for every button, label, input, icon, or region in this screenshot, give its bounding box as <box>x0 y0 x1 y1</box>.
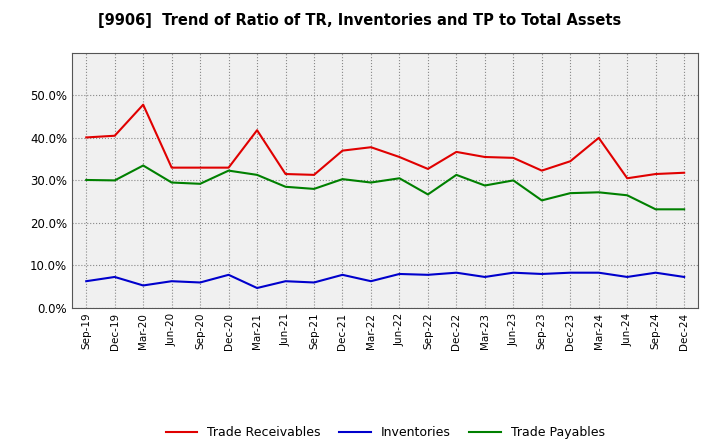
Trade Payables <box>310 186 318 191</box>
Trade Receivables <box>82 135 91 140</box>
Trade Payables <box>366 180 375 185</box>
Trade Payables <box>82 177 91 183</box>
Trade Payables <box>282 184 290 189</box>
Trade Receivables <box>509 155 518 161</box>
Trade Payables <box>623 193 631 198</box>
Trade Receivables <box>623 176 631 181</box>
Trade Receivables <box>253 128 261 133</box>
Trade Payables <box>509 178 518 183</box>
Trade Receivables <box>167 165 176 170</box>
Trade Payables <box>537 198 546 203</box>
Legend: Trade Receivables, Inventories, Trade Payables: Trade Receivables, Inventories, Trade Pa… <box>161 422 610 440</box>
Trade Payables <box>680 207 688 212</box>
Inventories <box>338 272 347 278</box>
Trade Receivables <box>282 171 290 176</box>
Inventories <box>139 283 148 288</box>
Inventories <box>225 272 233 278</box>
Inventories <box>537 271 546 277</box>
Trade Payables <box>566 191 575 196</box>
Inventories <box>282 279 290 284</box>
Inventories <box>395 271 404 277</box>
Trade Payables <box>652 207 660 212</box>
Trade Receivables <box>423 166 432 172</box>
Inventories <box>680 274 688 279</box>
Trade Payables <box>338 176 347 182</box>
Text: [9906]  Trend of Ratio of TR, Inventories and TP to Total Assets: [9906] Trend of Ratio of TR, Inventories… <box>99 13 621 28</box>
Line: Trade Receivables: Trade Receivables <box>86 105 684 178</box>
Trade Receivables <box>310 172 318 177</box>
Trade Receivables <box>452 149 461 154</box>
Trade Receivables <box>680 170 688 176</box>
Inventories <box>595 270 603 275</box>
Trade Receivables <box>366 145 375 150</box>
Trade Receivables <box>196 165 204 170</box>
Inventories <box>110 274 119 279</box>
Trade Payables <box>395 176 404 181</box>
Trade Receivables <box>395 154 404 160</box>
Line: Inventories: Inventories <box>86 273 684 288</box>
Trade Payables <box>253 172 261 177</box>
Inventories <box>82 279 91 284</box>
Inventories <box>652 270 660 275</box>
Inventories <box>480 274 489 279</box>
Inventories <box>423 272 432 278</box>
Trade Payables <box>110 178 119 183</box>
Trade Receivables <box>225 165 233 170</box>
Trade Payables <box>452 172 461 177</box>
Trade Receivables <box>595 135 603 140</box>
Inventories <box>623 274 631 279</box>
Trade Payables <box>167 180 176 185</box>
Trade Receivables <box>566 159 575 164</box>
Trade Receivables <box>480 154 489 160</box>
Inventories <box>366 279 375 284</box>
Trade Receivables <box>338 148 347 153</box>
Trade Payables <box>139 163 148 168</box>
Trade Receivables <box>537 168 546 173</box>
Trade Receivables <box>110 133 119 138</box>
Inventories <box>310 280 318 285</box>
Trade Receivables <box>139 102 148 107</box>
Inventories <box>566 270 575 275</box>
Inventories <box>253 286 261 291</box>
Trade Payables <box>423 192 432 197</box>
Inventories <box>196 280 204 285</box>
Trade Receivables <box>652 171 660 176</box>
Trade Payables <box>196 181 204 187</box>
Inventories <box>509 270 518 275</box>
Inventories <box>167 279 176 284</box>
Line: Trade Payables: Trade Payables <box>86 165 684 209</box>
Trade Payables <box>595 190 603 195</box>
Trade Payables <box>480 183 489 188</box>
Trade Payables <box>225 168 233 173</box>
Inventories <box>452 270 461 275</box>
